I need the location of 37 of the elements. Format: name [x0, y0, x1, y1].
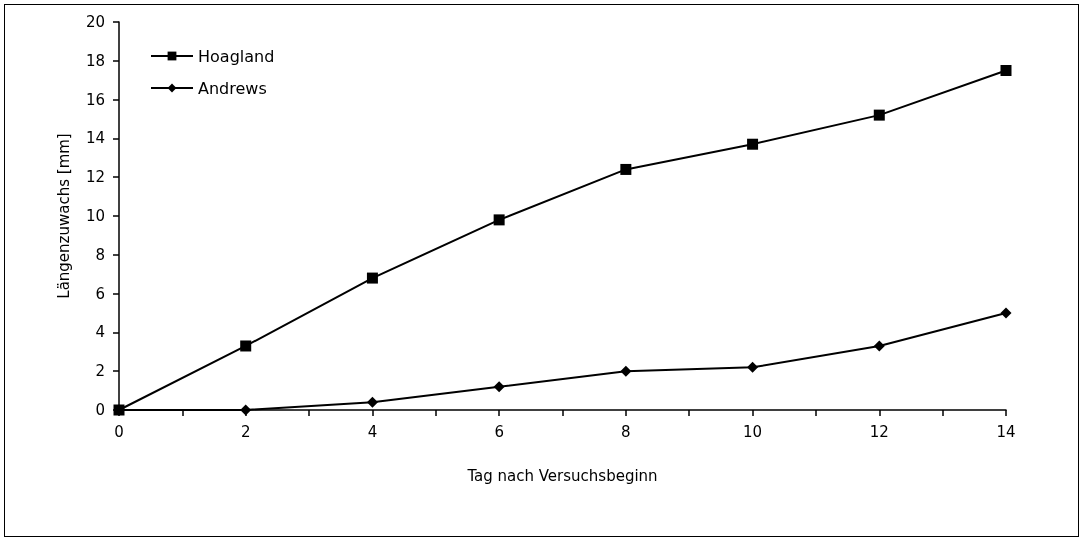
point — [873, 340, 885, 352]
x-tick-label: 8 — [621, 422, 631, 441]
y-tick-label: 14 — [85, 129, 105, 148]
y-tick-label: 2 — [95, 362, 105, 381]
point — [873, 109, 885, 121]
x-tick-label: 14 — [996, 422, 1016, 441]
y-tick-label: 10 — [85, 207, 105, 225]
y-tick-label: 8 — [95, 245, 105, 264]
point — [493, 381, 505, 393]
point — [493, 214, 505, 226]
point — [1000, 307, 1012, 319]
point — [240, 404, 252, 416]
x-tick-label: 0 — [114, 422, 124, 441]
x-tick-label: 6 — [494, 422, 504, 441]
point — [1000, 65, 1012, 76]
point — [366, 396, 378, 408]
point — [620, 163, 632, 175]
point — [747, 138, 759, 150]
x-tick-label: 12 — [869, 422, 889, 441]
y-tick-label: 4 — [95, 323, 105, 342]
y-tick-label: 0 — [95, 401, 105, 419]
y-tick-label: 6 — [95, 284, 105, 303]
x-tick-label: 10 — [743, 422, 763, 441]
point — [366, 272, 378, 284]
x-axis-title: Tag nach Versuchsbeginn — [466, 466, 658, 485]
y-axis-title: Längenzuwachs [mm] — [54, 133, 73, 299]
y-tick-label: 20 — [85, 13, 105, 31]
point — [240, 340, 252, 352]
point — [747, 361, 759, 373]
x-tick-label: 4 — [367, 422, 378, 441]
point — [620, 365, 632, 377]
legend-label: Hoagland — [198, 46, 275, 66]
y-tick-label: 16 — [85, 90, 105, 109]
y-tick-label: 12 — [85, 168, 105, 187]
legend-label: Andrews — [198, 78, 267, 98]
y-tick-label: 18 — [85, 51, 105, 70]
x-tick-label: 2 — [240, 422, 251, 441]
